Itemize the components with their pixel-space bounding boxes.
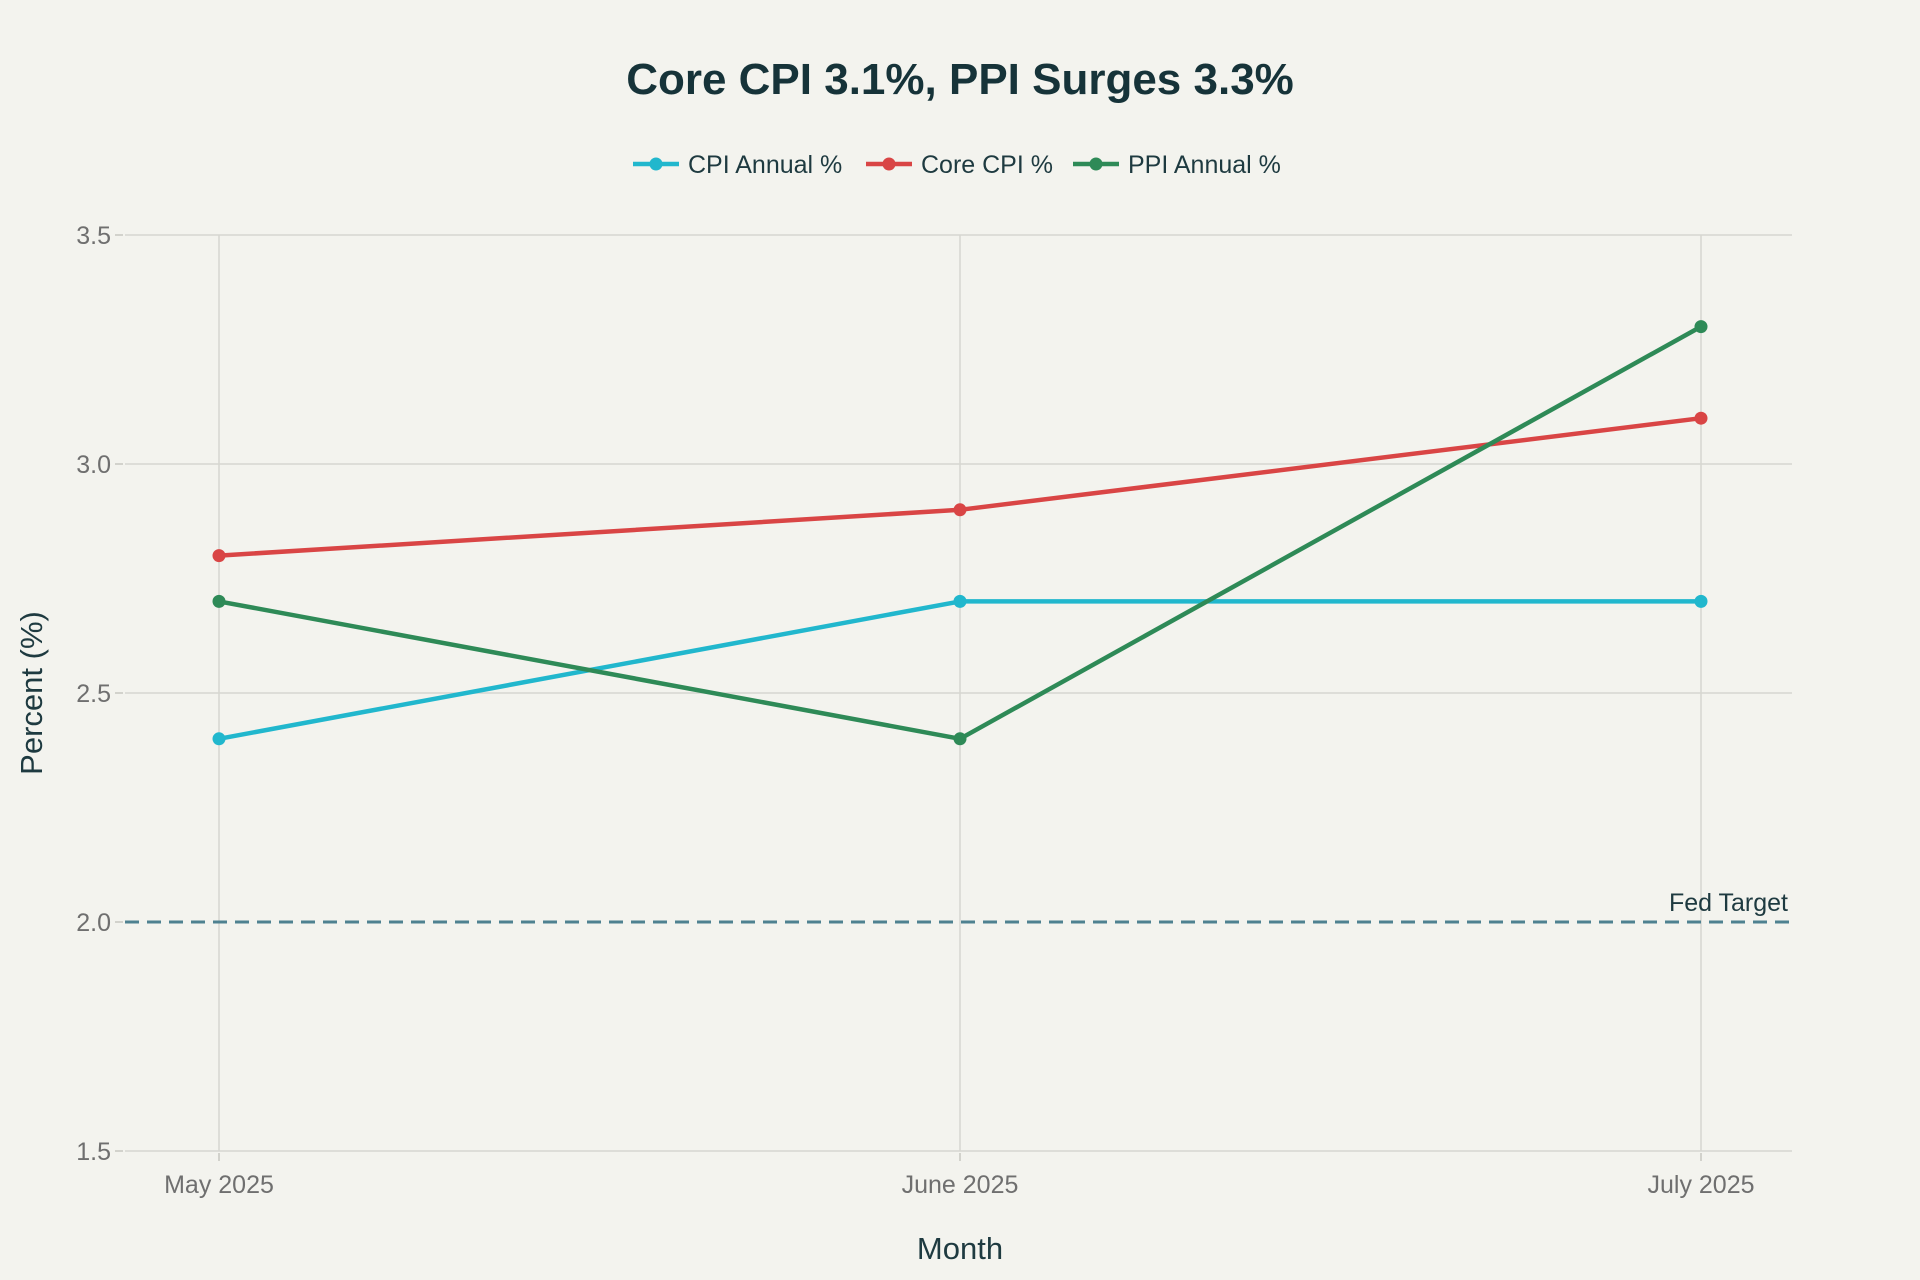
grid-lines [125,234,1792,1152]
y-axis-ticks: 1.5 2.0 2.5 3.0 3.5 [76,222,123,1166]
fed-target-reference: Fed Target [125,889,1792,924]
data-point [1694,320,1708,334]
x-tick-label: July 2025 [1647,1171,1754,1199]
data-point [953,732,967,746]
x-tick-label: June 2025 [902,1171,1019,1199]
data-point [953,503,967,517]
y-tick-label: 2.0 [76,909,111,937]
legend-swatch-marker [882,157,896,171]
series-group [212,320,1708,746]
y-tick-label: 1.5 [76,1138,111,1166]
legend-swatch-marker [1089,157,1103,171]
data-point [212,549,226,563]
x-axis-ticks: May 2025 June 2025 July 2025 [164,1153,1755,1199]
y-tick-label: 2.5 [76,680,111,708]
legend-item-label: Core CPI % [921,151,1053,179]
data-point [212,732,226,746]
data-point [1694,594,1708,608]
data-point [212,594,226,608]
fed-target-label: Fed Target [1669,889,1788,917]
legend-swatch-marker [649,157,663,171]
legend-item-label: PPI Annual % [1128,151,1281,179]
x-tick-label: May 2025 [164,1171,274,1199]
y-tick-label: 3.0 [76,451,111,479]
x-axis-title: Month [917,1231,1003,1266]
legend-item-label: CPI Annual % [688,151,842,179]
data-point [1694,411,1708,425]
legend: CPI Annual % Core CPI % PPI Annual % [633,151,1281,179]
chart-title: Core CPI 3.1%, PPI Surges 3.3% [626,55,1294,104]
y-tick-label: 3.5 [76,222,111,250]
y-axis-title: Percent (%) [14,611,49,775]
data-point [953,594,967,608]
